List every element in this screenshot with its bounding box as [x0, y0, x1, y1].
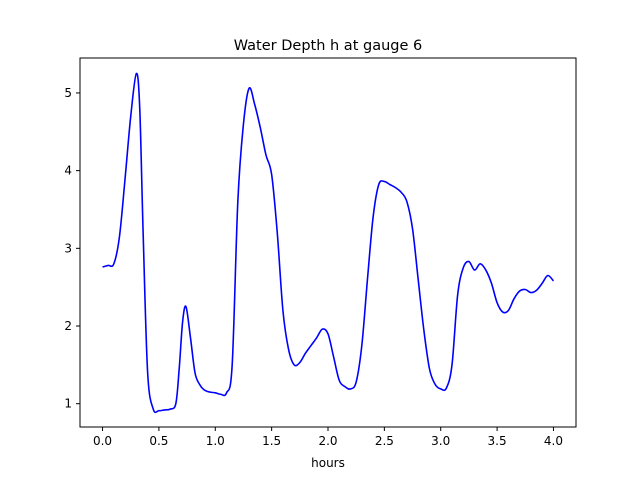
x-tick-label: 0.0	[93, 434, 112, 448]
x-tick-label: 3.5	[488, 434, 507, 448]
x-tick-label: 2.5	[375, 434, 394, 448]
y-tick-label: 2	[64, 319, 72, 333]
x-tick-label: 4.0	[544, 434, 563, 448]
x-tick-label: 3.0	[431, 434, 450, 448]
series-line	[102, 72, 555, 414]
x-tick-label: 1.0	[206, 434, 225, 448]
y-tick-label: 1	[64, 397, 72, 411]
y-tick-label: 3	[64, 241, 72, 255]
x-axis-label: hours	[311, 456, 345, 470]
chart-title: Water Depth h at gauge 6	[234, 38, 422, 54]
plot-area	[102, 72, 555, 414]
x-axis: 0.0 0.5 1.0 1.5 2.0 2.5 3.0 3.5 4.0	[93, 427, 563, 448]
x-tick-label: 0.5	[149, 434, 168, 448]
y-axis: 1 2 3 4 5	[64, 86, 80, 411]
y-tick-label: 4	[64, 164, 72, 178]
x-tick-label: 2.0	[318, 434, 337, 448]
x-tick-label: 1.5	[262, 434, 281, 448]
y-tick-label: 5	[64, 86, 72, 100]
